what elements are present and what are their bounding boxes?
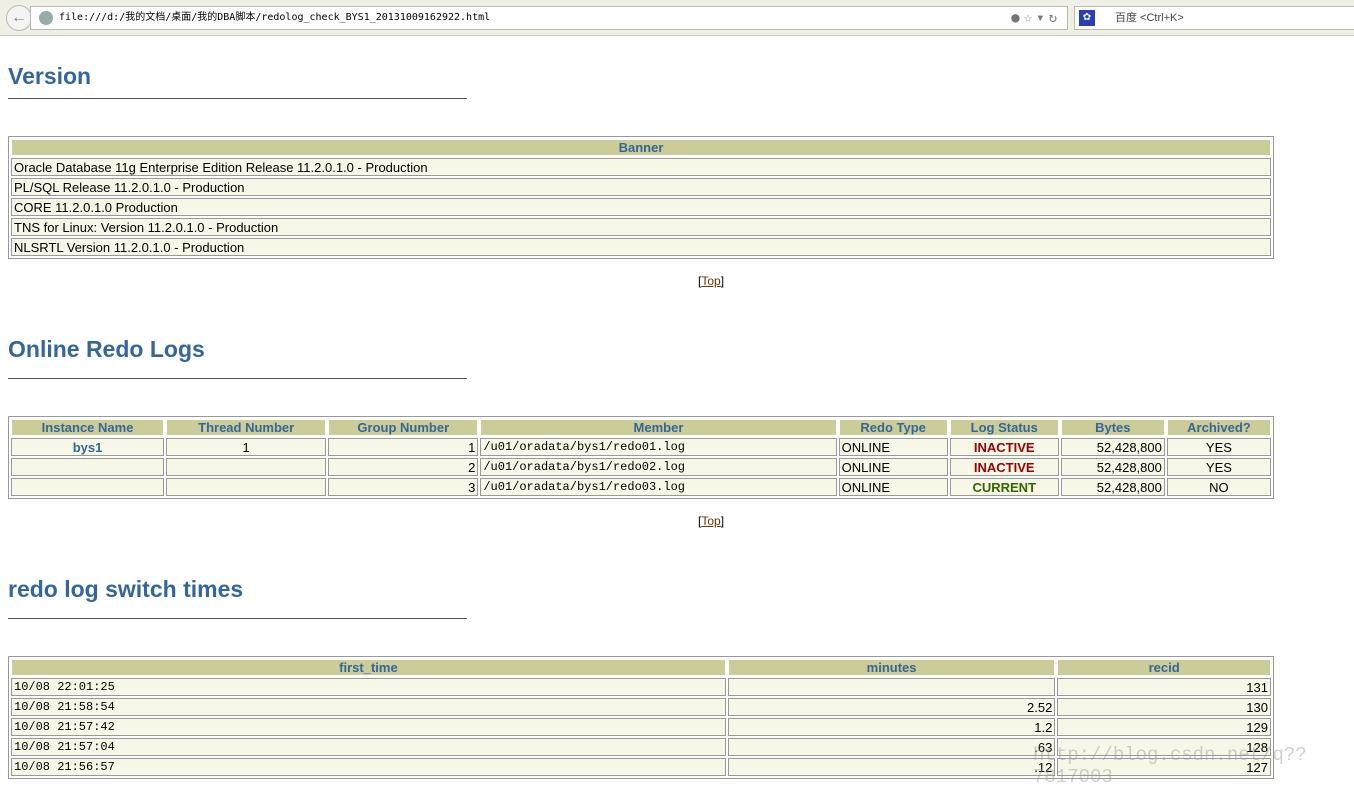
table-row: TNS for Linux: Version 11.2.0.1.0 - Prod… — [11, 218, 1271, 236]
table-row: 10/08 21:57:04.63 128 — [11, 738, 1271, 756]
divider — [8, 98, 467, 99]
divider — [8, 618, 467, 619]
top-link[interactable]: Top — [701, 514, 721, 528]
column-header: Redo Type — [838, 419, 948, 436]
table-row: 10/08 21:57:42 1.2 129 — [11, 718, 1271, 736]
address-bar[interactable]: file:///d:/我的文档/桌面/我的DBA脚本/redolog_check… — [30, 6, 1068, 30]
table-row: 10/08 21:58:54 2.52 130 — [11, 698, 1271, 716]
top-link[interactable]: Top — [701, 274, 721, 288]
table-row: PL/SQL Release 11.2.0.1.0 - Production — [11, 178, 1271, 196]
column-header: first_time — [11, 659, 726, 676]
top-link-2: [Top] — [698, 514, 725, 528]
table-row: NLSRTL Version 11.2.0.1.0 - Production — [11, 238, 1271, 256]
star-icon[interactable]: ☆ — [1023, 10, 1037, 26]
table-row: 10/08 22:01:25 131 — [11, 678, 1271, 696]
column-header: Log Status — [949, 419, 1059, 436]
switch-table: first_time minutes recid 10/08 22:01:25 131… — [8, 656, 1274, 779]
redo-table: Instance Name Thread Number Group Number Me… — [8, 416, 1274, 499]
search-placeholder: 百度 <Ctrl+K> — [1115, 12, 1184, 24]
status-badge: INACTIVE — [949, 438, 1059, 456]
table-row: 2/u01/oradata/bys1/redo02.log ONLINE INACT… — [11, 458, 1271, 476]
dropdown-icon[interactable]: ▾ — [1036, 10, 1049, 26]
column-header: Archived? — [1166, 419, 1271, 436]
section-title-redo: Online Redo Logs — [8, 336, 205, 362]
status-badge: CURRENT — [949, 478, 1059, 496]
reload-icon[interactable]: ↻ — [1048, 10, 1061, 26]
column-header: recid — [1057, 659, 1271, 676]
column-header: Member — [480, 419, 837, 436]
globe-icon — [39, 11, 53, 25]
column-header: minutes — [727, 659, 1056, 676]
divider — [8, 378, 467, 379]
table-row: 10/08 21:56:57.12 127 — [11, 758, 1271, 776]
top-link-1: [Top] — [698, 274, 725, 288]
column-header: Group Number — [328, 419, 479, 436]
section-title-version: Version — [8, 63, 92, 89]
watermark: http://blog.csdn.net/q??7817003 — [1033, 744, 1307, 788]
table-row: Oracle Database 11g Enterprise Edition R… — [11, 158, 1271, 176]
version-table: Banner Oracle Database 11g Enterprise Ed… — [8, 136, 1274, 259]
table-row: bys1 1 1/u01/oradata/bys1/redo01.log ONLINE… — [11, 438, 1271, 456]
url-text: file:///d:/我的文档/桌面/我的DBA脚本/redolog_check… — [59, 12, 491, 23]
go-icon[interactable]: ● — [1011, 10, 1024, 26]
column-header: Instance Name — [11, 419, 165, 436]
back-button[interactable]: ← — [6, 5, 32, 31]
baidu-icon: ✿ — [1079, 10, 1095, 26]
search-box[interactable]: ✿ 百度 <Ctrl+K> — [1074, 6, 1354, 30]
section-title-switch: redo log switch times — [8, 576, 244, 602]
status-badge: INACTIVE — [949, 458, 1059, 476]
column-header: Thread Number — [166, 419, 327, 436]
browser-toolbar: ← file:///d:/我的文档/桌面/我的DBA脚本/redolog_che… — [0, 0, 1354, 36]
table-row: 3/u01/oradata/bys1/redo03.log ONLINE CURRE… — [11, 478, 1271, 496]
table-row: CORE 11.2.0.1.0 Production — [11, 198, 1271, 216]
column-header: Banner — [11, 139, 1271, 156]
column-header: Bytes — [1060, 419, 1165, 436]
